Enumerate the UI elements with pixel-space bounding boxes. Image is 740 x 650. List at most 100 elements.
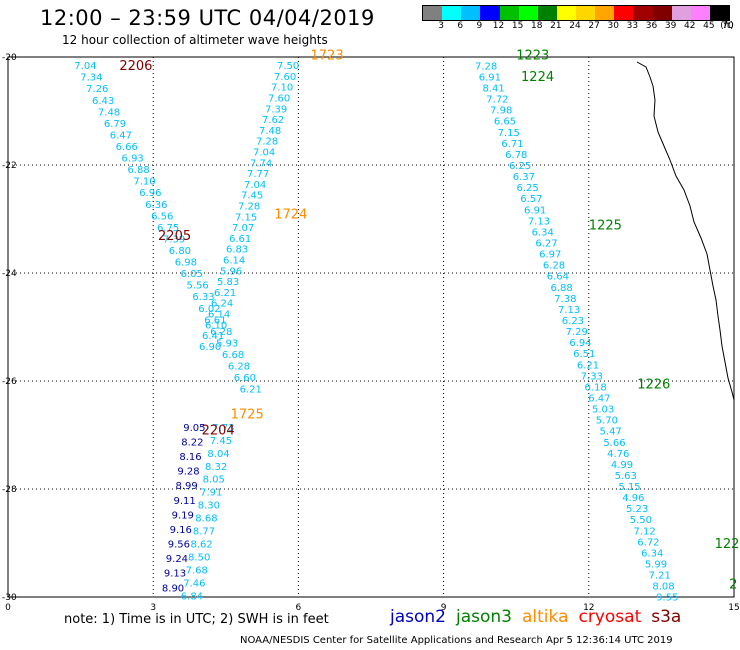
wave-height-value: 8.99 [175, 481, 197, 492]
legend-label: 18 [531, 21, 543, 31]
wave-height-value: 8.04 [207, 449, 229, 460]
wave-height-value: 6.83 [226, 245, 248, 256]
wave-height-value: 7.68 [186, 565, 208, 576]
pass-number-label: 1224 [521, 70, 554, 85]
wave-height-value: 6.91 [479, 72, 501, 83]
wave-height-value: 7.98 [490, 106, 512, 117]
legend-label: 70 [722, 21, 734, 31]
wave-height-value: 5.93 [216, 338, 238, 349]
lat-tick-label: -24 [2, 269, 17, 279]
wave-height-value: 6.61 [229, 234, 251, 245]
wave-height-value: 6.60 [234, 373, 256, 384]
satellite-label-jason2: jason2 [390, 607, 446, 627]
wave-height-value: 8.22 [181, 437, 203, 448]
wave-height-value: 8.90 [162, 583, 184, 594]
legend-label: 24 [569, 21, 581, 31]
pass-number-label: 1226 [637, 378, 670, 393]
legend-label: 30 [607, 21, 619, 31]
legend-label: 45 [703, 21, 715, 31]
wave-height-value: 7.04 [74, 61, 96, 72]
wave-height-value: 6.75 [157, 223, 179, 234]
pass-number-label: 1225 [589, 218, 622, 233]
wave-height-value: 8.50 [188, 553, 210, 564]
wave-height-value: 7.26 [86, 84, 108, 95]
legend-label: 36 [645, 21, 658, 31]
wave-height-value: 6.10 [205, 320, 227, 331]
legend-label: 9 [476, 21, 483, 31]
lon-tick-label: 9 [441, 603, 447, 613]
wave-height-value: 7.39 [163, 234, 185, 245]
wave-height-value: 6.72 [637, 537, 659, 548]
legend-label: 27 [588, 21, 600, 31]
wave-height-value: 6.41 [202, 331, 224, 342]
wave-height-value: 5.83 [217, 277, 239, 288]
pass-number-label: 1724 [274, 208, 307, 223]
wave-height-value: 6.71 [501, 139, 523, 150]
wave-height-value: 9.56 [168, 540, 190, 551]
legend-swatch-15 [709, 6, 729, 20]
wave-height-value: 6.47 [110, 130, 132, 141]
wave-height-value: 7.28 [256, 137, 278, 148]
wave-height-value: 7.74 [250, 158, 272, 169]
wave-height-value: 7.12 [634, 526, 656, 537]
wave-height-value: 7.28 [238, 202, 260, 213]
wave-height-value: 7.72 [486, 95, 508, 106]
wave-height-value: 6.57 [520, 194, 542, 205]
wave-height-value: 6.18 [584, 382, 606, 393]
wave-height-value: 6.21 [577, 360, 599, 371]
wave-height-value: 6.64 [547, 272, 569, 283]
wave-height-value: 7.10 [271, 83, 293, 94]
wave-height-value: 6.25 [516, 183, 538, 194]
wave-height-value: 7.48 [259, 126, 281, 137]
wave-height-value: 4.96 [622, 493, 644, 504]
wave-height-value: 7.45 [210, 436, 232, 447]
lat-tick-label: -20 [2, 53, 17, 63]
wave-height-value: 6.65 [494, 117, 516, 128]
wave-height-value: 5.70 [596, 416, 618, 427]
wave-height-value: 7.04 [244, 180, 266, 191]
wave-height-value: 6.47 [588, 393, 610, 404]
wave-height-value: 6.24 [211, 299, 233, 310]
wave-height-value: 7.21 [649, 571, 671, 582]
wave-height-value: 4.76 [607, 449, 629, 460]
wave-height-value: 6.94 [569, 338, 591, 349]
wave-height-value: 7.62 [262, 115, 284, 126]
lon-tick-label: 0 [5, 603, 11, 613]
pass-number-label: 1725 [231, 407, 264, 422]
satellite-label-s3a: s3a [651, 607, 682, 627]
pass-number-label: 2205 [158, 229, 191, 244]
wave-height-value: 9.16 [170, 525, 192, 536]
wave-height-value: 7.15 [235, 212, 257, 223]
legend-label: 42 [684, 21, 696, 31]
footer-credit: NOAA/NESDIS Center for Satellite Applica… [240, 635, 673, 646]
wave-height-value: 9.28 [177, 467, 199, 478]
wave-height-value: 6.02 [198, 304, 220, 315]
wave-height-value: 5.23 [626, 504, 648, 515]
satellite-label-jason3: jason3 [456, 607, 512, 627]
legend-swatch-4 [499, 6, 519, 20]
wave-height-value: 6.34 [532, 227, 554, 238]
legend-swatch-2 [461, 6, 481, 20]
legend-swatch-7 [556, 6, 576, 20]
wave-height-value: 9.55 [656, 593, 678, 604]
pass-number-label: 1723 [311, 48, 344, 63]
wave-height-value: 8.05 [203, 475, 225, 486]
wave-height-value: 8.41 [483, 84, 505, 95]
wave-height-value: 5.96 [220, 266, 242, 277]
wave-height-value: 6.36 [145, 200, 167, 211]
wave-height-value: 8.16 [179, 452, 201, 463]
wave-height-value: 6.56 [151, 211, 173, 222]
wave-height-value: 7.77 [247, 169, 269, 180]
wave-height-value: 5.15 [618, 482, 640, 493]
color-scale-legend [422, 5, 730, 21]
wave-height-value: 7.45 [241, 191, 263, 202]
legend-swatch-11 [633, 6, 653, 20]
wave-height-value: 6.90 [199, 342, 221, 353]
wave-height-value: 6.80 [169, 246, 191, 257]
wave-height-value: 7.91 [200, 488, 222, 499]
legend-unit: (ft) [720, 21, 734, 31]
pass-number-label: 2206 [119, 59, 152, 74]
wave-height-value: 6.43 [92, 96, 114, 107]
wave-height-value: 6.21 [214, 288, 236, 299]
